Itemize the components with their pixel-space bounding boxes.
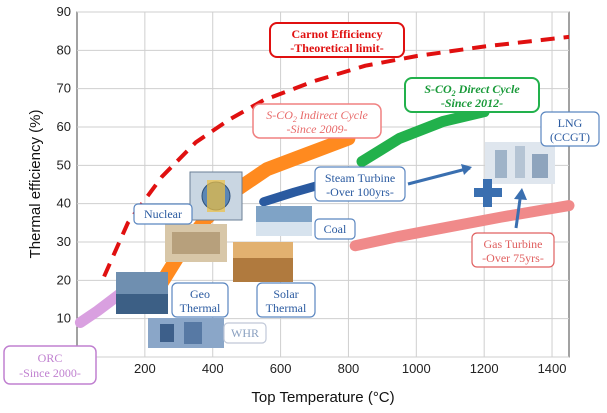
lng-label: LNG [558,116,583,130]
indirect-cycle-label: S-CO2 Indirect Cycle [266,108,368,124]
y-axis-title: Thermal efficiency (%) [27,110,44,259]
orc-label: ORC [38,351,63,365]
steam-turbine-sublabel: -Over 100yrs- [326,185,394,199]
direct-cycle-annotation: S-CO2 Direct Cycle -Since 2012- [404,77,540,113]
nuclear-plant-picture [189,171,243,221]
nuclear-label: Nuclear [144,207,182,221]
solar-thermal-annotation: Solar Thermal [256,282,316,318]
solar-thermal-label: Solar [273,287,298,301]
indirect-cycle-sublabel: -Since 2009- [287,122,348,136]
y-tick-label: 20 [57,272,71,287]
geothermal-sublabel: Thermal [180,301,221,315]
x-axis-ticks: 200 400 600 800 1000 1200 1400 [134,361,566,376]
steam-turbine-annotation: Steam Turbine -Over 100yrs- [314,166,406,202]
direct-cycle-sublabel: -Since 2012- [441,96,503,110]
x-tick-label: 800 [338,361,360,376]
whr-label: WHR [231,326,259,340]
series-carnot-efficiency-line [102,34,570,278]
geothermal-annotation: Geo Thermal [171,282,229,318]
x-tick-label: 1400 [538,361,567,376]
y-tick-label: 40 [57,196,71,211]
geothermal-label: Geo [190,287,210,301]
lng-plant-picture [485,142,555,184]
arrows [407,164,527,229]
carnot-label: Carnot Efficiency [292,27,383,41]
gas-turbine-annotation: Gas Turbine -Over 75yrs- [471,232,555,268]
orc-annotation: ORC -Since 2000- [3,345,97,385]
geothermal-pool-picture [116,272,168,314]
series-gas-turbine-line [349,200,575,252]
solar-thermal-picture [233,242,293,282]
gas-turbine-sublabel: -Over 75yrs- [482,251,544,265]
y-axis-ticks: 0102030405060708090 [57,4,71,364]
x-tick-label: 200 [134,361,156,376]
x-tick-label: 1200 [470,361,499,376]
y-tick-label: 50 [57,157,71,172]
y-tick-label: 80 [57,42,71,57]
lng-sublabel: (CCGT) [550,130,590,144]
indirect-cycle-annotation: S-CO2 Indirect Cycle -Since 2009- [252,103,382,139]
carnot-sublabel: -Theoretical limit- [290,41,383,55]
x-tick-label: 600 [270,361,292,376]
solar-thermal-sublabel: Thermal [266,301,307,315]
direct-cycle-label: S-CO2 Direct Cycle [424,82,520,98]
x-tick-label: 1000 [402,361,431,376]
orc-sublabel: -Since 2000- [19,366,81,380]
nuclear-annotation: Nuclear [133,203,193,225]
whr-annotation: WHR [223,322,267,344]
y-tick-label: 70 [57,81,71,96]
steam-turbine-label: Steam Turbine [325,171,395,185]
gas-turbine-label: Gas Turbine [483,237,542,251]
y-tick-label: 60 [57,119,71,134]
y-tick-label: 30 [57,234,71,249]
coal-annotation: Coal [314,218,356,240]
series-s-co2-direct-cycle-line [356,106,490,167]
y-tick-label: 90 [57,4,71,19]
coal-plant-picture [256,206,312,236]
x-axis-title: Top Temperature (°C) [251,389,394,406]
plus-icon [474,179,502,207]
y-tick-label: 10 [57,311,71,326]
lng-annotation: LNG (CCGT) [540,111,600,147]
geothermal-plant-picture [165,224,227,262]
carnot-annotation: Carnot Efficiency -Theoretical limit- [269,22,405,58]
whr-plant-picture [148,318,224,348]
coal-label: Coal [324,222,347,236]
x-tick-label: 400 [202,361,224,376]
